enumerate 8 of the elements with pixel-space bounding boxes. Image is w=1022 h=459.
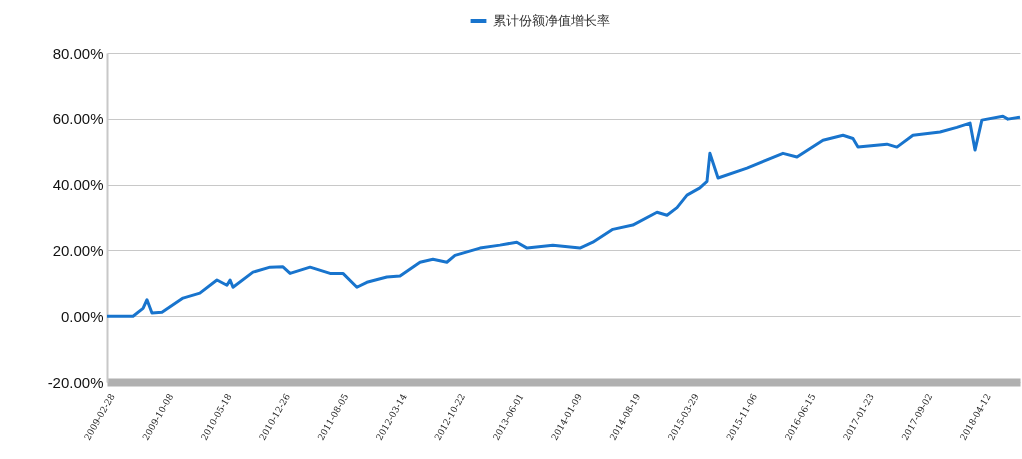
y-tick-label: 60.00% (52, 110, 104, 128)
y-tick-label: -20.00% (47, 373, 104, 391)
y-tick-label: 20.00% (52, 241, 104, 259)
line-series (105, 114, 1022, 318)
y-tick-label: 80.00% (52, 44, 104, 62)
legend-label: 累计份额净值增长率 (492, 13, 610, 28)
y-tick-label: 40.00% (52, 176, 104, 194)
y-tick-label: 0.00% (60, 307, 104, 325)
